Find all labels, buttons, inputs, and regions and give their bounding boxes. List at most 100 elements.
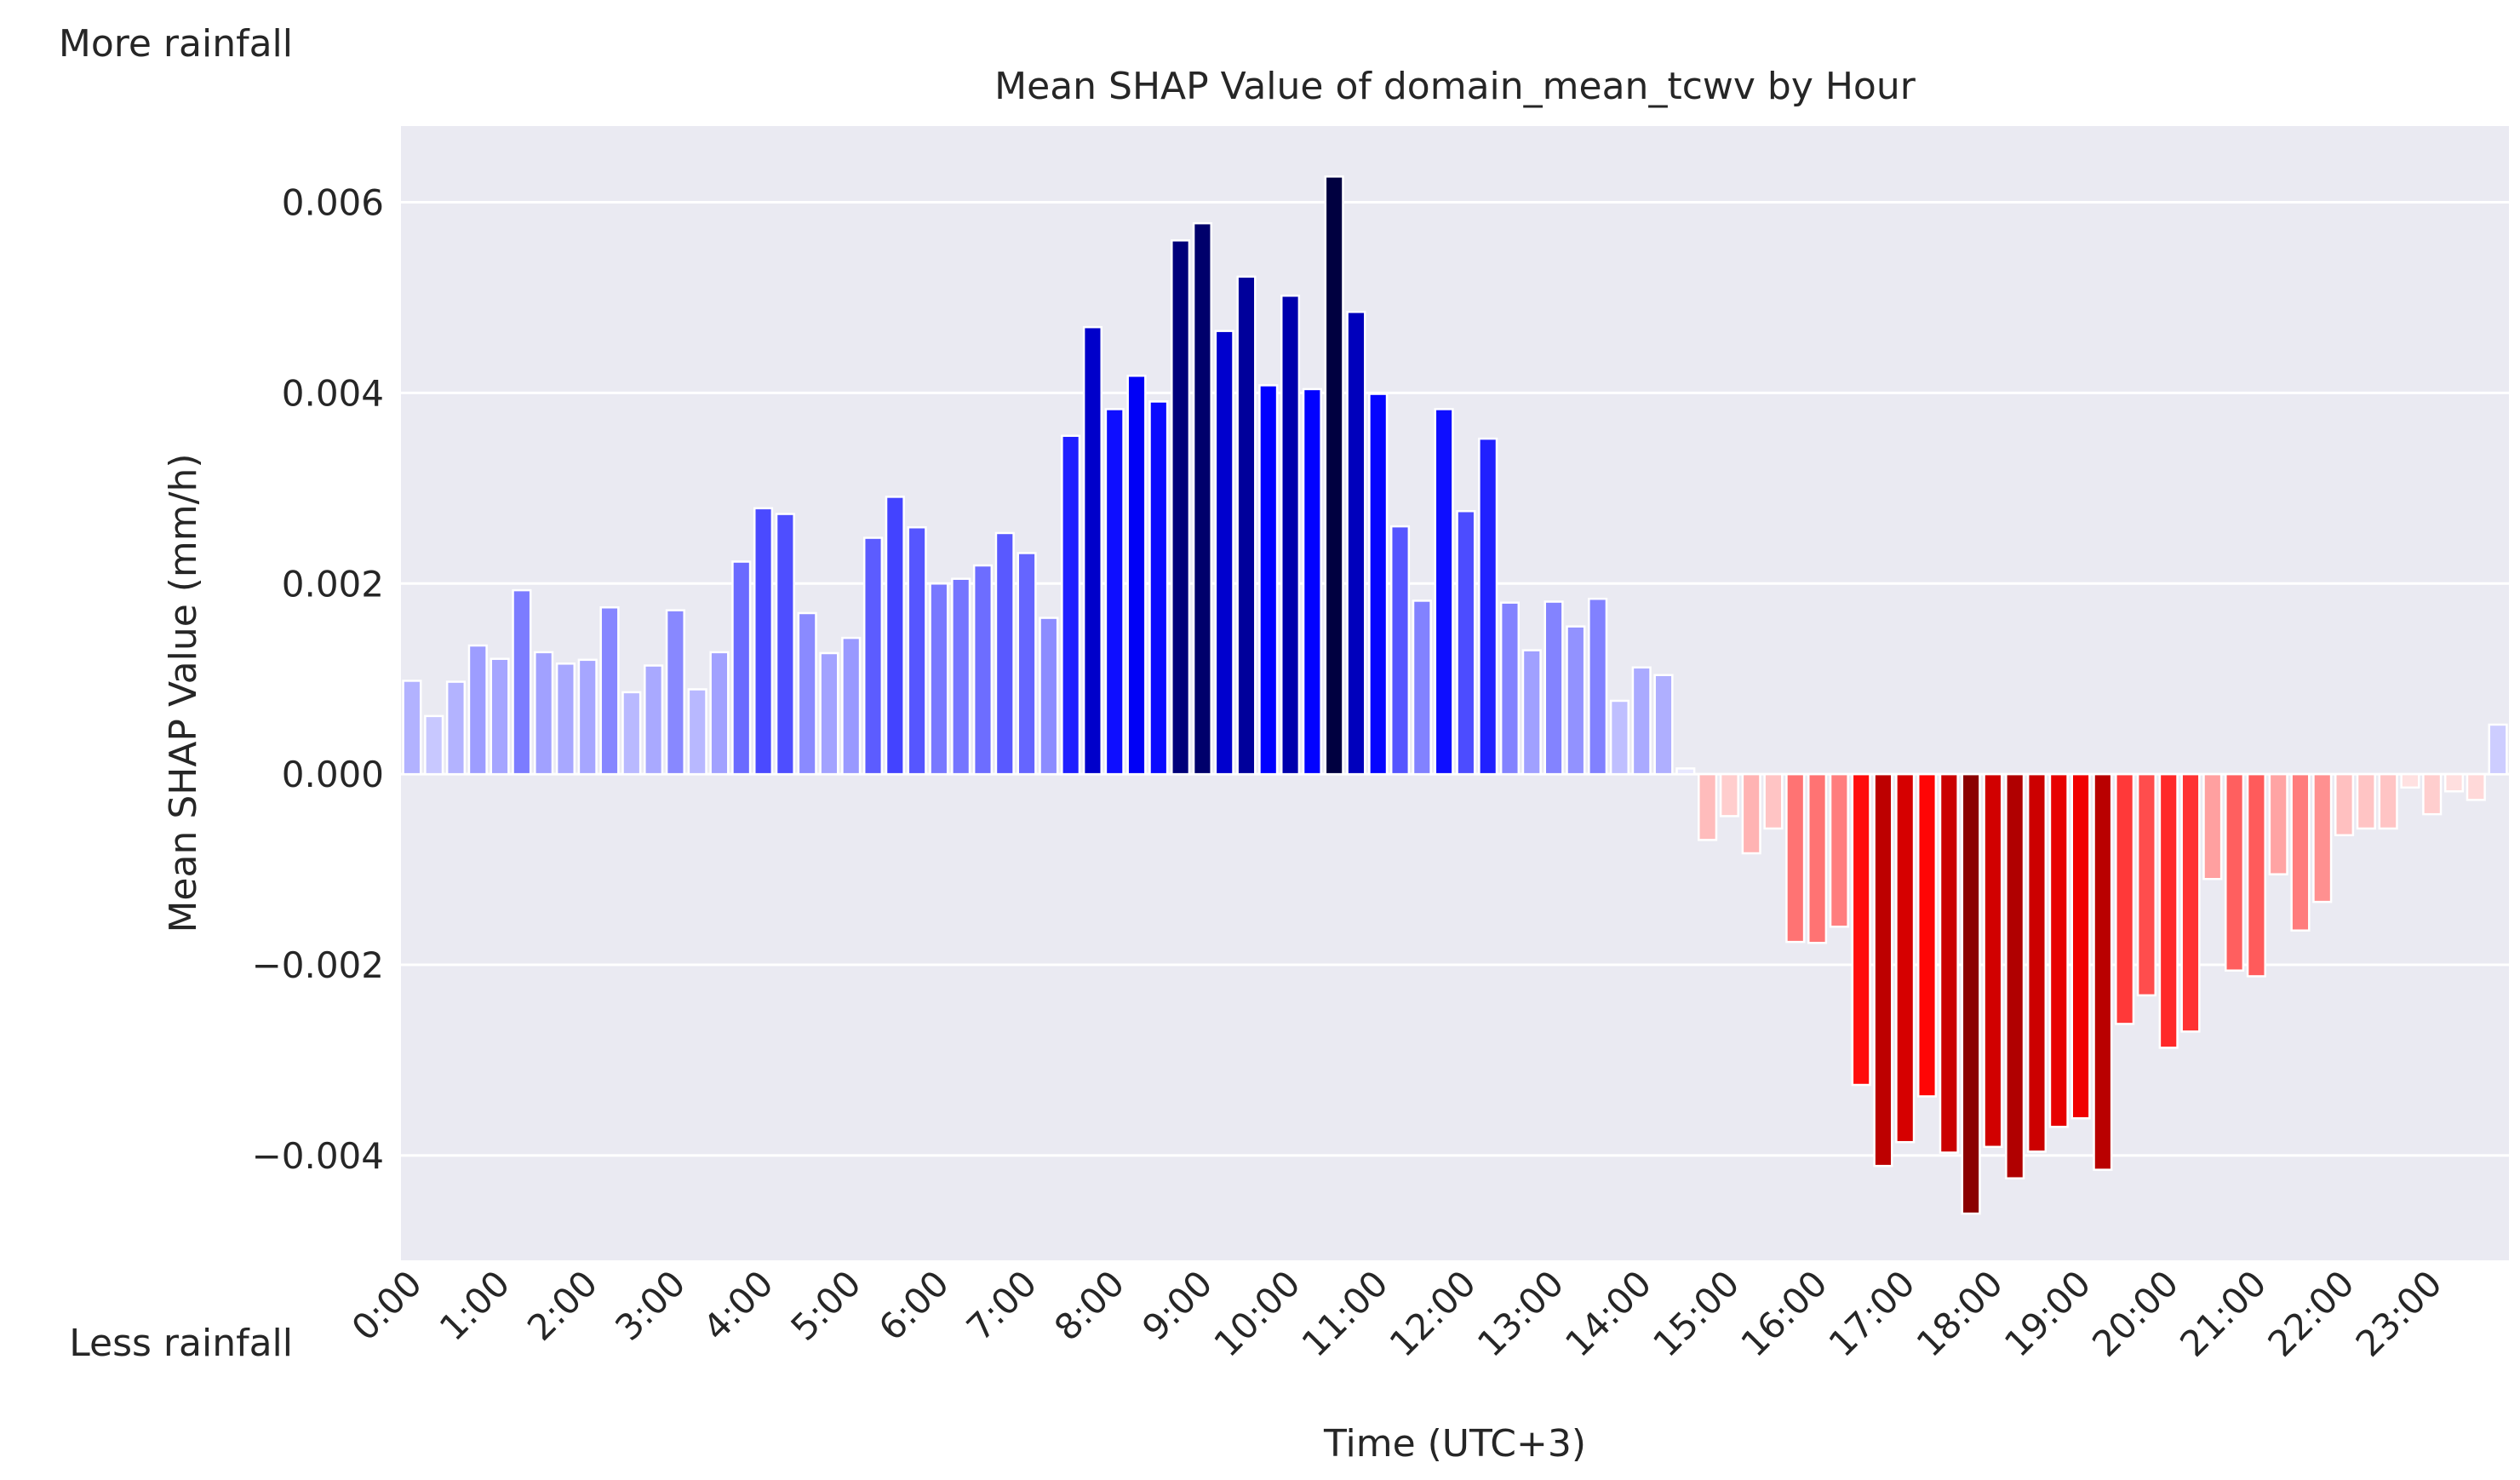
x-tick-label: 11:00: [1294, 1262, 1396, 1364]
x-tick-label: 12:00: [1382, 1262, 1484, 1364]
bar-37: [1214, 330, 1234, 776]
y-axis-label: Mean SHAP Value (mm/h): [162, 453, 205, 932]
x-tick-labels: 0:00 1:00 2:00 3:00 4:00 5:00 6:00 7:00 8:00 9:00…: [344, 1262, 2450, 1364]
bar-75: [2048, 772, 2069, 1128]
x-tick-label: 4:00: [695, 1262, 781, 1348]
bar-20: [841, 636, 862, 776]
x-tick-label: 10:00: [1206, 1262, 1308, 1364]
bar-88: [2334, 772, 2355, 837]
bar-32: [1104, 408, 1125, 776]
bar-64: [1807, 772, 1828, 944]
bar-62: [1763, 772, 1784, 830]
chart-title: Mean SHAP Value of domain_mean_tcwv by H…: [994, 65, 1916, 108]
x-tick-label: 8:00: [1046, 1262, 1132, 1348]
bar-92: [2422, 772, 2443, 816]
bar-46: [1412, 599, 1432, 776]
bar-16: [753, 507, 774, 776]
bars: [402, 175, 2508, 1215]
x-tick-label: 16:00: [1732, 1262, 1835, 1364]
bar-11: [644, 664, 664, 776]
bar-66: [1851, 772, 1871, 1087]
bar-50: [1499, 601, 1521, 776]
bar-68: [1895, 772, 1916, 1144]
x-tick-label: 20:00: [2084, 1262, 2186, 1364]
bar-3: [467, 644, 488, 776]
bar-82: [2202, 772, 2223, 881]
bar-5: [512, 588, 532, 776]
bar-47: [1434, 408, 1454, 776]
x-tick-label: 15:00: [1645, 1262, 1747, 1364]
bar-39: [1258, 384, 1279, 776]
bar-25: [951, 577, 971, 776]
x-tick-label: 1:00: [432, 1262, 518, 1348]
bar-40: [1280, 294, 1301, 776]
bar-13: [687, 688, 707, 776]
bar-59: [1698, 772, 1718, 841]
bar-90: [2378, 772, 2398, 830]
bar-87: [2312, 772, 2333, 903]
annotation-more-rainfall: More rainfall: [59, 22, 293, 66]
bar-69: [1916, 772, 1938, 1098]
bar-93: [2443, 772, 2465, 793]
x-tick-label: 2:00: [519, 1262, 605, 1348]
bar-77: [2093, 772, 2113, 1171]
bar-76: [2070, 772, 2091, 1120]
x-tick-label: 21:00: [2172, 1262, 2274, 1364]
bar-79: [2136, 772, 2157, 997]
bar-12: [665, 609, 685, 776]
bar-7: [555, 663, 576, 776]
bar-0: [402, 680, 422, 776]
bar-51: [1521, 649, 1542, 776]
bar-86: [2290, 772, 2311, 932]
bar-28: [1017, 552, 1037, 776]
bar-63: [1785, 772, 1806, 944]
bar-31: [1082, 325, 1102, 776]
plot-background: [401, 126, 2509, 1260]
bar-18: [797, 611, 817, 776]
bar-6: [534, 651, 554, 776]
bar-21: [862, 536, 884, 776]
bar-84: [2246, 772, 2266, 978]
bar-72: [1983, 772, 2003, 1149]
bar-44: [1368, 393, 1389, 776]
bar-35: [1171, 239, 1191, 776]
bar-70: [1939, 772, 1959, 1154]
bar-24: [929, 582, 949, 776]
y-tick-label: −0.004: [252, 1135, 384, 1177]
bar-53: [1566, 625, 1586, 776]
bar-61: [1741, 772, 1761, 855]
bar-15: [731, 560, 752, 776]
bar-56: [1631, 666, 1652, 776]
bar-22: [885, 496, 905, 776]
bar-2: [445, 680, 467, 776]
bar-71: [1961, 772, 1981, 1215]
bar-42: [1324, 175, 1344, 776]
bar-94: [2466, 772, 2486, 801]
bar-57: [1653, 674, 1674, 776]
bar-52: [1544, 600, 1564, 776]
bar-67: [1873, 772, 1893, 1167]
grid-lines: [401, 201, 2509, 1157]
x-tick-label: 13:00: [1469, 1262, 1572, 1364]
bar-33: [1126, 375, 1147, 776]
bar-41: [1302, 387, 1322, 776]
bar-38: [1236, 275, 1257, 776]
bar-10: [621, 691, 642, 776]
bar-36: [1192, 221, 1212, 776]
bar-58: [1675, 767, 1696, 776]
bar-48: [1456, 509, 1476, 776]
bar-14: [709, 651, 730, 776]
bar-9: [599, 606, 620, 776]
bar-29: [1039, 617, 1059, 776]
bar-54: [1588, 597, 1608, 776]
bar-55: [1609, 699, 1629, 776]
bar-23: [907, 525, 927, 776]
bar-81: [2180, 772, 2201, 1033]
bar-73: [2005, 772, 2025, 1179]
bar-85: [2268, 772, 2288, 875]
y-tick-label: 0.004: [282, 372, 384, 414]
bar-65: [1829, 772, 1849, 928]
bar-49: [1478, 437, 1498, 776]
bar-8: [577, 658, 598, 776]
bar-34: [1148, 400, 1169, 776]
